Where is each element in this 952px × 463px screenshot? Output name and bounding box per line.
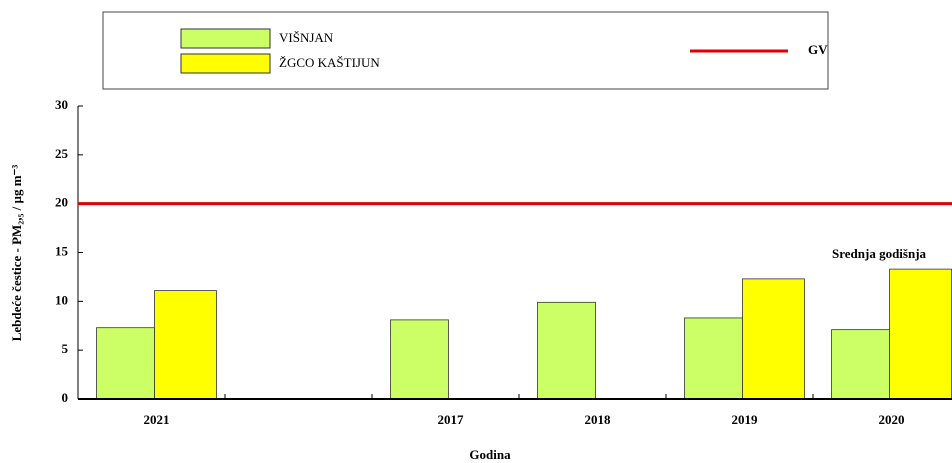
bar: [742, 278, 805, 400]
legend-label: GV: [808, 42, 828, 57]
y-tick-label: 0: [62, 390, 69, 405]
x-tick-label: 2018: [585, 412, 612, 427]
legend-swatch: [180, 28, 271, 49]
bar: [390, 319, 449, 400]
y-tick-label: 20: [55, 195, 68, 210]
y-tick-label: 10: [55, 292, 68, 307]
y-axis-label: Lebdeće čestice - PM₂,₅ / µg m⁻³: [9, 165, 24, 342]
x-tick-label: 2020: [879, 412, 905, 427]
bar: [96, 327, 155, 400]
bar: [154, 290, 217, 400]
legend-label: VIŠNJAN: [279, 30, 334, 45]
annotation: Srednja godišnja: [832, 246, 927, 261]
legend-label: ŽGCO KAŠTIJUN: [279, 55, 380, 70]
y-tick-label: 5: [62, 341, 69, 356]
bar: [831, 329, 890, 400]
legend-swatch: [180, 53, 271, 74]
bar: [684, 317, 743, 400]
y-tick-label: 15: [55, 243, 69, 258]
x-axis-label: Godina: [469, 447, 511, 462]
y-tick-label: 30: [55, 97, 68, 112]
x-tick-label: 2021: [144, 412, 170, 427]
bar: [537, 301, 596, 400]
y-tick-label: 25: [55, 146, 69, 161]
x-tick-label: 2017: [438, 412, 465, 427]
x-tick-label: 2019: [732, 412, 759, 427]
bar: [889, 268, 952, 400]
